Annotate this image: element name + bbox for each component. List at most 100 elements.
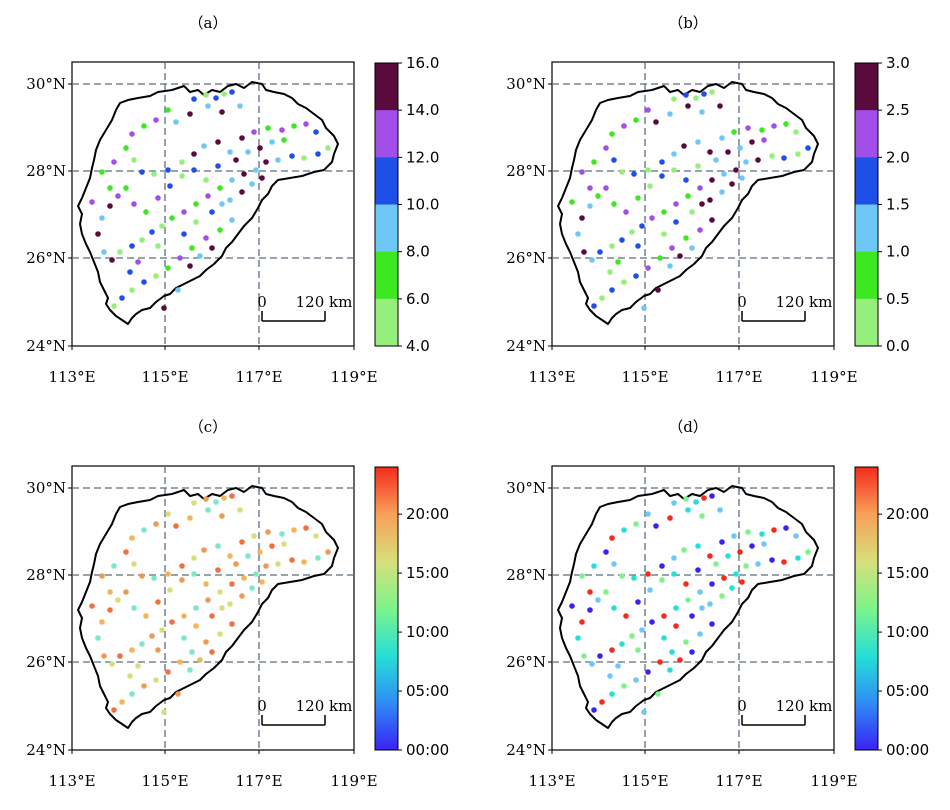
station-marker [129,691,135,697]
station-marker [609,647,615,653]
station-marker [745,125,751,131]
station-marker [191,500,197,506]
station-marker [671,571,677,577]
station-marker [729,181,735,187]
station-marker [107,589,113,595]
station-marker [169,619,175,625]
station-marker [603,589,609,595]
station-marker [771,123,777,129]
colorbar-segment [375,204,398,253]
station-marker [589,257,595,263]
scalebar-zero: 0 [257,293,267,311]
station-marker [655,691,661,697]
station-marker [301,559,307,565]
lon-label: 117°E [235,772,282,790]
station-marker [633,521,639,527]
station-marker [591,303,597,309]
station-marker [699,513,705,519]
station-marker [233,157,239,163]
station-marker [695,163,701,169]
station-marker [209,613,215,619]
station-marker [749,139,755,145]
colorbar-tick-label: 10:00 [886,623,929,641]
station-marker [695,567,701,573]
station-marker [123,185,129,191]
station-marker [771,527,777,533]
station-marker [123,145,129,151]
station-marker [193,605,199,611]
station-marker [631,575,637,581]
station-marker [603,145,609,151]
station-marker [259,175,265,181]
colorbar-segment [375,157,398,205]
station-marker [685,193,691,199]
station-marker [149,633,155,639]
station-marker [743,159,749,165]
station-marker [169,215,175,221]
station-marker [739,579,745,585]
station-marker [667,263,673,269]
colorbar-segment [855,251,878,300]
colorbar-tick-label: 20:00 [886,505,929,523]
station-marker [781,155,787,161]
station-marker [713,561,719,567]
station-marker [279,127,285,133]
station-marker [313,533,319,539]
station-marker [227,197,233,203]
station-marker [155,243,161,249]
station-marker [609,535,615,541]
colorbar-segment [855,204,878,253]
station-marker [805,549,811,555]
station-marker [179,577,185,583]
station-marker [603,185,609,191]
station-marker [587,203,593,209]
colorbar-tick-label: 12.0 [406,148,439,166]
station-marker [615,663,621,669]
panel-d: 30°N 28°N 26°N 24°N 113°E 115°E 117°E 119°E 0 120… [506,465,929,790]
station-marker [115,597,121,603]
colorbar-tick-label: 1.5 [886,196,910,214]
station-marker [187,263,193,269]
station-marker [647,183,653,189]
station-marker [181,209,187,215]
province-boundary [557,485,819,729]
station-marker [193,201,199,207]
station-marker [249,181,255,187]
station-marker [315,151,321,157]
station-marker [689,613,695,619]
station-marker [187,667,193,673]
station-marker [301,155,307,161]
station-marker [721,171,727,177]
station-marker [709,493,715,499]
station-marker [645,167,651,173]
station-marker [101,249,107,255]
station-marker [649,619,655,625]
scalebar-label: 120 km [296,697,353,715]
colorbar-tick-label: 2.0 [886,148,910,166]
station-marker [215,567,221,573]
colorbar-segment [375,110,398,158]
station-marker [621,123,627,129]
station-marker [131,201,137,207]
station-marker [197,253,203,259]
station-marker [635,195,641,201]
station-marker [209,209,215,215]
station-marker [269,543,275,549]
station-marker [95,231,101,237]
station-marker [245,553,251,559]
lat-label: 26°N [506,653,546,671]
station-marker [729,585,735,591]
station-marker [241,575,247,581]
station-marker [99,169,105,175]
station-marker [713,157,719,163]
station-marker [699,605,705,611]
station-marker [673,605,679,611]
station-marker [683,639,689,645]
station-marker [153,273,159,279]
station-marker [205,103,211,109]
station-marker [127,673,133,679]
station-marker [229,217,235,223]
station-marker [709,177,715,183]
station-marker [205,597,211,603]
lat-label: 26°N [26,653,66,671]
